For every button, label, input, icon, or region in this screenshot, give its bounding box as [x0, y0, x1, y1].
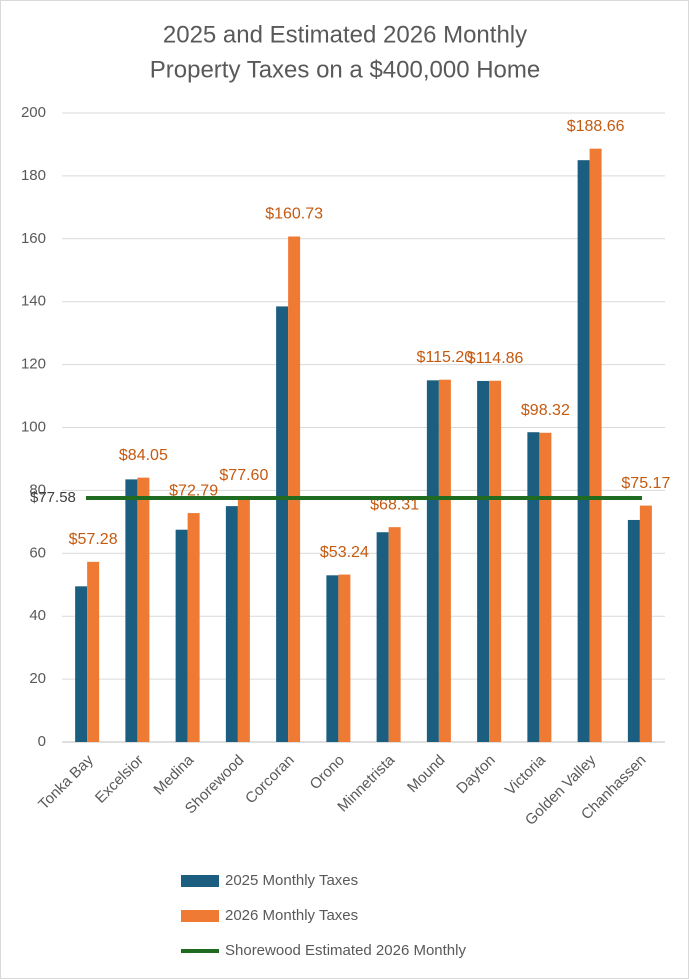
bar	[438, 379, 451, 742]
data-label: $77.60	[219, 467, 268, 484]
y-tick-label: 200	[21, 104, 46, 121]
chart-title: Property Taxes on a $400,000 Home	[150, 56, 540, 83]
bar	[426, 380, 439, 742]
bar	[137, 477, 150, 742]
bar	[527, 432, 540, 742]
data-label: $160.73	[265, 206, 323, 223]
bar	[75, 586, 88, 742]
reference-label: $77.58	[30, 489, 76, 506]
y-tick-label: 40	[29, 607, 46, 624]
data-label: $98.32	[521, 402, 570, 419]
y-tick-label: 100	[21, 418, 46, 435]
data-label: $68.31	[370, 496, 419, 513]
y-tick-label: 20	[29, 670, 46, 687]
bar	[388, 527, 401, 742]
bar	[577, 160, 590, 743]
bar	[489, 380, 502, 742]
bar	[125, 479, 138, 742]
y-tick-label: 160	[21, 230, 46, 247]
legend-label: 2025 Monthly Taxes	[225, 872, 358, 889]
bar	[338, 574, 351, 742]
data-label: $75.17	[621, 475, 670, 492]
legend-swatch	[181, 910, 219, 922]
bar	[477, 380, 490, 742]
legend-label: Shorewood Estimated 2026 Monthly	[225, 942, 466, 959]
bar	[87, 561, 100, 742]
y-tick-label: 80	[29, 481, 46, 498]
data-label: $115.20	[417, 349, 474, 366]
legend-label: 2026 Monthly Taxes	[225, 907, 358, 924]
bar	[175, 529, 188, 742]
legend-swatch	[181, 875, 219, 887]
bar	[326, 575, 339, 742]
bar	[589, 148, 602, 742]
data-label: $72.79	[169, 482, 218, 499]
bar	[639, 505, 652, 742]
bar	[276, 306, 289, 742]
bar	[376, 532, 389, 742]
y-tick-label: 0	[38, 733, 46, 750]
chart-title: 2025 and Estimated 2026 Monthly	[163, 21, 527, 48]
data-label: $53.24	[320, 544, 369, 561]
bar	[627, 519, 640, 742]
y-tick-label: 140	[21, 293, 46, 310]
y-tick-label: 60	[29, 544, 46, 561]
data-label: $84.05	[119, 447, 168, 464]
bar	[237, 497, 250, 742]
data-label: $57.28	[69, 531, 118, 548]
bar	[288, 236, 301, 742]
bar	[225, 506, 238, 742]
bar	[187, 513, 200, 742]
data-label: $188.66	[567, 118, 625, 135]
y-tick-label: 180	[21, 167, 46, 184]
bar	[539, 432, 552, 742]
y-tick-label: 120	[21, 356, 46, 373]
data-label: $114.86	[467, 350, 524, 367]
